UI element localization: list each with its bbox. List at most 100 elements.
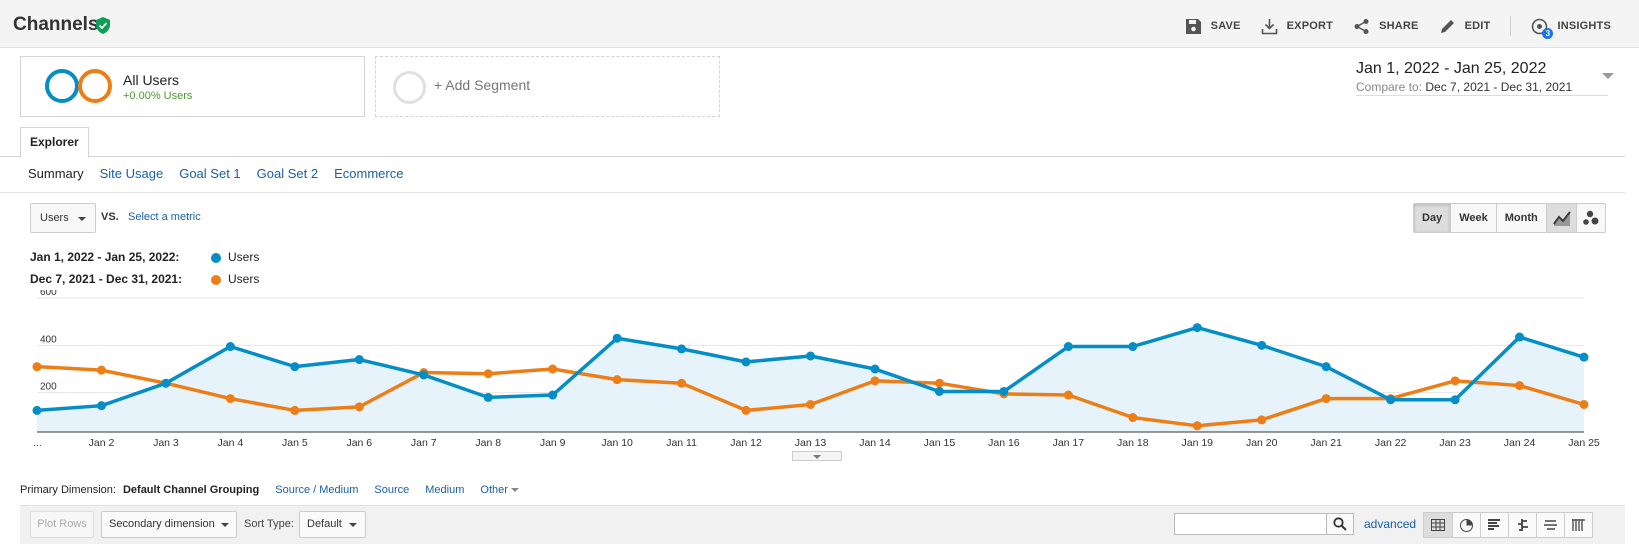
plot-rows-button[interactable]: Plot Rows bbox=[30, 511, 94, 538]
data-point-0 bbox=[677, 344, 687, 354]
date-range-picker[interactable]: Jan 1, 2022 - Jan 25, 2022 Compare to: D… bbox=[1356, 60, 1614, 96]
term-cloud-view-button[interactable] bbox=[1536, 513, 1564, 537]
subtab-site-usage[interactable]: Site Usage bbox=[99, 166, 164, 181]
data-point-0 bbox=[612, 333, 622, 343]
y-tick-label: 400 bbox=[40, 334, 57, 345]
data-point-0 bbox=[999, 386, 1009, 396]
legend-compare-metric: Users bbox=[228, 272, 260, 286]
x-tick-label: Jan 6 bbox=[346, 437, 372, 449]
edit-label: EDIT bbox=[1464, 20, 1491, 32]
data-point-0 bbox=[870, 364, 880, 374]
download-icon bbox=[1261, 18, 1277, 34]
x-tick-label: Jan 4 bbox=[218, 437, 244, 449]
segment-name: All Users bbox=[123, 72, 180, 88]
explorer-subtabs: Summary Site Usage Goal Set 1 Goal Set 2… bbox=[28, 166, 419, 181]
metric-selected: Users bbox=[40, 212, 69, 224]
line-chart-button[interactable] bbox=[1547, 204, 1576, 232]
data-point-1 bbox=[354, 402, 364, 412]
dimension-medium[interactable]: Medium bbox=[425, 484, 465, 496]
pivot-view-button[interactable] bbox=[1564, 513, 1592, 537]
data-point-1 bbox=[612, 375, 622, 385]
vs-label: VS. bbox=[101, 211, 119, 223]
pencil-icon bbox=[1440, 19, 1454, 33]
users-line-chart: 200 400 600... Jan 2 Jan 3 Jan 4 Jan 5 Jan 6 Jan… bbox=[32, 290, 1600, 449]
data-point-0 bbox=[161, 378, 171, 388]
x-tick-label: Jan 10 bbox=[601, 437, 633, 449]
data-point-0 bbox=[419, 370, 429, 380]
x-tick-label: Jan 19 bbox=[1181, 437, 1213, 449]
empty-segment-ring-icon bbox=[393, 71, 426, 104]
x-tick-label: Jan 25 bbox=[1568, 437, 1600, 449]
x-tick-label: Jan 11 bbox=[666, 437, 697, 449]
motion-chart-button[interactable] bbox=[1576, 204, 1605, 232]
caret-down-icon bbox=[349, 523, 357, 527]
y-tick-label: 200 bbox=[40, 382, 57, 393]
caret-down-icon bbox=[78, 217, 86, 221]
data-point-0 bbox=[96, 401, 106, 411]
x-tick-label: ... bbox=[33, 437, 42, 449]
report-header: Channels SAVE EXPORT SHARE EDIT bbox=[0, 0, 1639, 48]
insights-button[interactable]: 3 INSIGHTS bbox=[1531, 18, 1611, 39]
dimension-source-medium[interactable]: Source / Medium bbox=[275, 484, 359, 496]
x-tick-label: Jan 16 bbox=[988, 437, 1020, 449]
y-tick-label: 600 bbox=[40, 290, 57, 298]
data-point-0 bbox=[1515, 332, 1525, 342]
legend-current-metric: Users bbox=[228, 250, 260, 264]
dimension-default-channel-grouping[interactable]: Default Channel Grouping bbox=[122, 484, 260, 496]
x-tick-label: Jan 9 bbox=[540, 437, 566, 449]
subtab-summary[interactable]: Summary bbox=[28, 166, 84, 181]
subtab-goal-set-2[interactable]: Goal Set 2 bbox=[256, 166, 319, 181]
x-tick-label: Jan 17 bbox=[1053, 437, 1085, 449]
save-button[interactable]: SAVE bbox=[1185, 18, 1241, 35]
sort-type-label: Sort Type: bbox=[244, 518, 294, 530]
pie-view-button[interactable] bbox=[1452, 513, 1480, 537]
segment-subtitle: +0.00% Users bbox=[123, 90, 193, 102]
dimension-source[interactable]: Source bbox=[374, 484, 410, 496]
secondary-dimension-label: Secondary dimension bbox=[109, 518, 215, 530]
subtab-ecommerce[interactable]: Ecommerce bbox=[334, 166, 404, 181]
day-button[interactable]: Day bbox=[1414, 204, 1451, 232]
week-button[interactable]: Week bbox=[1450, 204, 1496, 232]
data-point-0 bbox=[934, 386, 944, 396]
caret-down-icon bbox=[221, 523, 229, 527]
legend-current-range: Jan 1, 2022 - Jan 25, 2022: bbox=[30, 250, 180, 264]
grid-icon bbox=[1431, 519, 1445, 531]
data-point-1 bbox=[32, 362, 42, 372]
compare-value: Dec 7, 2021 - Dec 31, 2021 bbox=[1425, 80, 1573, 94]
data-table-view-button[interactable] bbox=[1424, 513, 1452, 537]
segment-all-users[interactable]: All Users +0.00% Users bbox=[20, 56, 365, 117]
tab-explorer[interactable]: Explorer bbox=[20, 127, 89, 158]
table-search-input[interactable] bbox=[1174, 513, 1327, 535]
insights-badge: 3 bbox=[1542, 27, 1554, 39]
data-point-1 bbox=[1579, 400, 1589, 409]
comparison-view-button[interactable] bbox=[1508, 513, 1536, 537]
sort-type-dropdown[interactable]: Default bbox=[299, 511, 366, 538]
comparison-icon bbox=[1518, 519, 1528, 531]
data-point-0 bbox=[1257, 340, 1267, 350]
header-actions: SAVE EXPORT SHARE EDIT 3 INSIGHTS bbox=[1165, 16, 1611, 39]
share-button[interactable]: SHARE bbox=[1353, 18, 1419, 35]
select-metric-link[interactable]: Select a metric bbox=[128, 211, 201, 223]
subtab-goal-set-1[interactable]: Goal Set 1 bbox=[179, 166, 241, 181]
x-tick-label: Jan 21 bbox=[1310, 437, 1342, 449]
chart-expander[interactable] bbox=[792, 451, 842, 461]
advanced-filter-link[interactable]: advanced bbox=[1364, 517, 1417, 531]
performance-view-button[interactable] bbox=[1480, 513, 1508, 537]
legend-current: Jan 1, 2022 - Jan 25, 2022: Users bbox=[30, 250, 259, 264]
add-segment-button[interactable]: + Add Segment bbox=[375, 56, 720, 117]
data-point-1 bbox=[870, 376, 880, 386]
x-tick-label: Jan 15 bbox=[924, 437, 956, 449]
metric-dropdown[interactable]: Users bbox=[30, 203, 96, 233]
secondary-dimension-dropdown[interactable]: Secondary dimension bbox=[101, 511, 237, 538]
search-button[interactable] bbox=[1327, 513, 1354, 535]
chevron-down-icon bbox=[1602, 73, 1614, 79]
month-button[interactable]: Month bbox=[1495, 204, 1546, 232]
x-tick-label: Jan 3 bbox=[153, 437, 179, 449]
export-button[interactable]: EXPORT bbox=[1261, 18, 1333, 35]
dimension-other-dropdown[interactable]: Other bbox=[480, 484, 519, 496]
x-tick-label: Jan 12 bbox=[730, 437, 762, 449]
data-point-1 bbox=[290, 405, 300, 415]
edit-button[interactable]: EDIT bbox=[1439, 18, 1491, 35]
segment-ring-blue-icon bbox=[45, 69, 79, 103]
